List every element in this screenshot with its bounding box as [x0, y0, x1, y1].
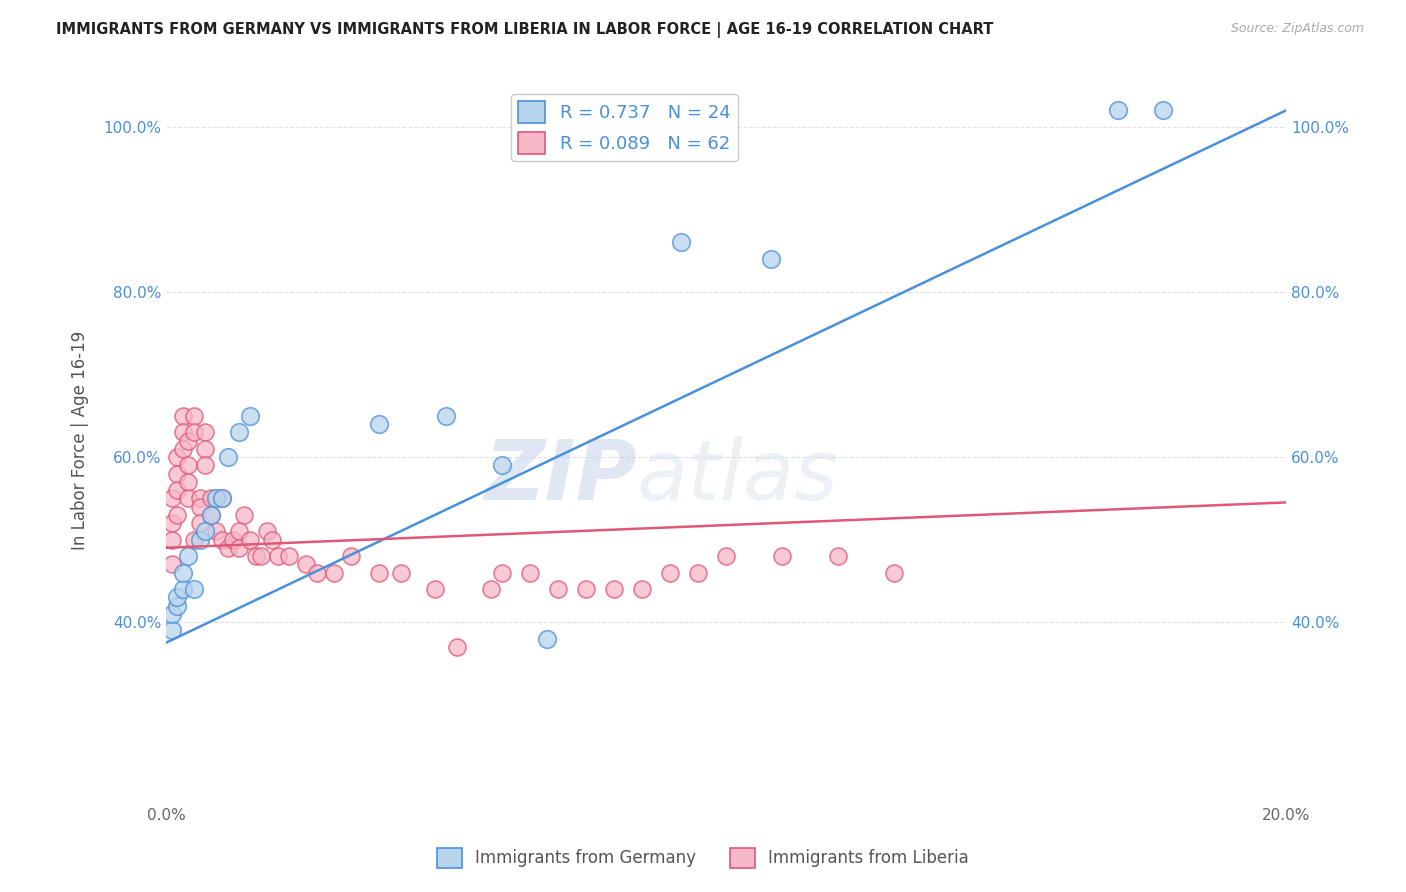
Point	[205, 524, 228, 539]
Point	[166, 591, 188, 605]
Point	[307, 566, 329, 580]
Point	[423, 582, 446, 596]
Point	[200, 491, 222, 506]
Point	[166, 483, 188, 497]
Point	[603, 582, 626, 596]
Point	[160, 491, 183, 506]
Text: IMMIGRANTS FROM GERMANY VS IMMIGRANTS FROM LIBERIA IN LABOR FORCE | AGE 16-19 CO: IMMIGRANTS FROM GERMANY VS IMMIGRANTS FR…	[56, 22, 994, 38]
Point	[211, 491, 233, 506]
Point	[278, 549, 301, 563]
Point	[367, 566, 389, 580]
Point	[194, 442, 217, 456]
Y-axis label: In Labor Force | Age 16-19: In Labor Force | Age 16-19	[72, 331, 89, 550]
Point	[295, 558, 318, 572]
Text: ZIP: ZIP	[484, 436, 637, 517]
Point	[519, 566, 541, 580]
Point	[250, 549, 273, 563]
Point	[491, 458, 513, 473]
Point	[172, 582, 194, 596]
Point	[188, 533, 211, 547]
Point	[172, 409, 194, 423]
Point	[194, 524, 217, 539]
Point	[267, 549, 290, 563]
Point	[256, 524, 278, 539]
Text: Source: ZipAtlas.com: Source: ZipAtlas.com	[1230, 22, 1364, 36]
Point	[239, 533, 262, 547]
Point	[166, 508, 188, 522]
Point	[211, 491, 233, 506]
Point	[183, 582, 205, 596]
Point	[166, 450, 188, 464]
Point	[547, 582, 569, 596]
Point	[770, 549, 793, 563]
Point	[669, 235, 692, 250]
Point	[172, 566, 194, 580]
Point	[188, 491, 211, 506]
Point	[194, 458, 217, 473]
Point	[188, 516, 211, 530]
Point	[883, 566, 905, 580]
Point	[631, 582, 654, 596]
Point	[160, 624, 183, 638]
Point	[172, 442, 194, 456]
Point	[759, 252, 782, 266]
Point	[177, 549, 200, 563]
Point	[160, 558, 183, 572]
Point	[200, 508, 222, 522]
Point	[245, 549, 267, 563]
Point	[827, 549, 849, 563]
Point	[177, 491, 200, 506]
Point	[205, 491, 228, 506]
Point	[659, 566, 682, 580]
Point	[479, 582, 502, 596]
Point	[1107, 103, 1129, 118]
Point	[536, 632, 558, 646]
Point	[177, 475, 200, 489]
Point	[166, 467, 188, 481]
Point	[1152, 103, 1174, 118]
Point	[160, 607, 183, 621]
Point	[160, 516, 183, 530]
Point	[172, 425, 194, 440]
Point	[714, 549, 737, 563]
Point	[575, 582, 598, 596]
Point	[166, 599, 188, 613]
Point	[228, 425, 250, 440]
Point	[228, 541, 250, 555]
Point	[389, 566, 412, 580]
Point	[183, 533, 205, 547]
Point	[183, 409, 205, 423]
Point	[211, 533, 233, 547]
Point	[233, 508, 256, 522]
Point	[686, 566, 709, 580]
Point	[434, 409, 457, 423]
Legend: Immigrants from Germany, Immigrants from Liberia: Immigrants from Germany, Immigrants from…	[430, 841, 976, 875]
Point	[194, 425, 217, 440]
Point	[217, 541, 239, 555]
Point	[239, 409, 262, 423]
Point	[367, 417, 389, 431]
Point	[228, 524, 250, 539]
Point	[200, 508, 222, 522]
Point	[222, 533, 245, 547]
Point	[183, 425, 205, 440]
Point	[262, 533, 284, 547]
Point	[188, 500, 211, 514]
Point	[491, 566, 513, 580]
Point	[323, 566, 346, 580]
Point	[177, 434, 200, 448]
Point	[446, 640, 468, 654]
Point	[160, 533, 183, 547]
Legend: R = 0.737   N = 24, R = 0.089   N = 62: R = 0.737 N = 24, R = 0.089 N = 62	[510, 94, 738, 161]
Text: atlas: atlas	[637, 436, 838, 517]
Point	[339, 549, 361, 563]
Point	[217, 450, 239, 464]
Point	[177, 458, 200, 473]
